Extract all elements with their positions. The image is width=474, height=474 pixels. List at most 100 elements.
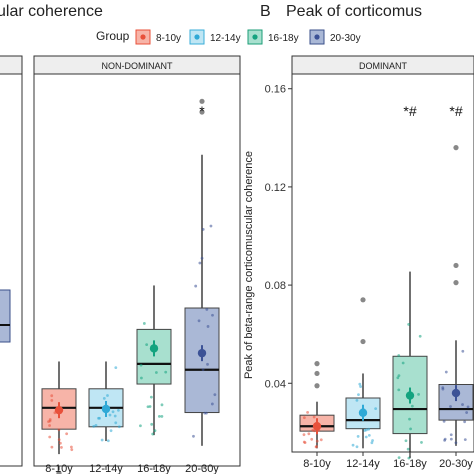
data-point-20-30y — [442, 419, 446, 423]
facet-label-non-dominant: NON-DOMINANT — [102, 61, 173, 71]
panel-b: Peak of beta-range corticomuscular coher… — [243, 55, 474, 470]
data-point-20-30y — [192, 434, 195, 438]
data-point-16-18y — [153, 429, 157, 433]
data-point-16-18y — [396, 376, 400, 380]
data-point-16-18y — [151, 432, 155, 436]
outlier-8-10y — [314, 361, 320, 367]
data-point-8-10y — [65, 432, 69, 436]
data-point-12-14y — [98, 416, 101, 420]
data-point-16-18y — [397, 388, 401, 392]
data-point-12-14y — [92, 425, 96, 428]
data-point-20-30y — [461, 403, 464, 406]
panel-a: NON-DOMINANT 8-10y 12-14y 16-18y 20-30y * — [0, 55, 241, 474]
data-point-20-30y — [209, 224, 213, 228]
mean-dot-16-18y — [405, 391, 415, 400]
data-point-12-14y — [106, 439, 110, 443]
data-point-12-14y — [114, 421, 118, 425]
data-point-16-18y — [157, 415, 161, 418]
legend-dot-20-30y — [314, 34, 320, 40]
data-point-16-18y — [397, 374, 401, 378]
outlier-20-30y — [453, 145, 459, 151]
data-point-16-18y — [417, 392, 420, 396]
x-tick-label-20-30y: 20-30y — [439, 458, 473, 470]
data-point-12-14y — [109, 429, 113, 433]
panel-b-letter: B — [260, 3, 271, 20]
data-point-16-18y — [397, 354, 401, 357]
data-point-16-18y — [401, 361, 405, 365]
legend: Group 8-10y 12-14y 16-18y 20-30y — [96, 29, 361, 45]
data-point-20-30y — [465, 411, 469, 414]
data-point-20-30y — [463, 438, 467, 442]
data-point-20-30y — [200, 256, 204, 260]
x-tick-label-8-10y: 8-10y — [45, 463, 73, 474]
data-point-16-18y — [408, 417, 411, 421]
data-point-16-18y — [145, 343, 149, 347]
data-point-12-14y — [355, 445, 359, 449]
data-point-8-10y — [312, 415, 316, 419]
data-point-8-10y — [57, 438, 61, 442]
data-point-8-10y — [60, 446, 63, 449]
data-point-8-10y — [48, 419, 52, 423]
x-tick-label-8-10y: 8-10y — [303, 458, 331, 470]
data-point-20-30y — [441, 386, 445, 390]
data-point-8-10y — [307, 432, 311, 436]
data-point-8-10y — [50, 398, 54, 402]
outlier-12-14y — [360, 297, 366, 303]
data-point-16-18y — [139, 424, 142, 428]
data-point-20-30y — [463, 420, 467, 424]
data-point-16-18y — [164, 370, 168, 374]
data-point-16-18y — [420, 441, 423, 444]
data-point-16-18y — [148, 405, 152, 408]
data-point-12-14y — [355, 398, 359, 402]
data-point-8-10y — [57, 428, 61, 432]
data-point-12-14y — [363, 429, 367, 432]
data-point-16-18y — [404, 439, 408, 443]
data-point-20-30y — [201, 227, 205, 231]
data-point-12-14y — [106, 394, 109, 397]
data-point-20-30y — [205, 411, 208, 415]
legend-label-12-14y: 12-14y — [210, 33, 241, 44]
data-point-16-18y — [410, 404, 414, 408]
data-point-12-14y — [108, 413, 112, 417]
data-point-16-18y — [142, 322, 146, 325]
panel-b-title: Peak of corticomus — [286, 3, 422, 20]
data-point-16-18y — [406, 447, 410, 451]
y-tick-label: 0.12 — [265, 182, 286, 194]
data-point-20-30y — [449, 437, 453, 441]
data-point-8-10y — [310, 437, 314, 441]
significance-20-30y: * — [199, 103, 205, 119]
data-point-20-30y — [194, 284, 198, 288]
data-point-8-10y — [48, 424, 51, 427]
outlier-8-10y — [314, 370, 320, 377]
data-point-20-30y — [198, 261, 202, 265]
data-point-12-14y — [111, 410, 115, 414]
y-tick-label: 0.16 — [265, 84, 286, 96]
outlier-20-30y — [199, 109, 205, 115]
data-point-12-14y — [94, 423, 98, 427]
data-point-12-14y — [114, 366, 118, 370]
data-point-16-18y — [149, 395, 153, 399]
mean-dot-12-14y — [101, 404, 111, 414]
data-point-16-18y — [407, 456, 411, 460]
legend-dot-12-14y — [194, 34, 200, 40]
panel-a-left-fragment — [0, 55, 23, 467]
data-point-8-10y — [50, 394, 54, 398]
data-point-16-18y — [160, 415, 164, 418]
outlier-8-10y — [314, 383, 320, 389]
data-point-20-30y — [449, 433, 453, 437]
legend-dot-8-10y — [140, 34, 146, 40]
data-point-8-10y — [302, 440, 306, 444]
outlier-20-30y — [453, 262, 459, 269]
mean-dot-20-30y — [197, 348, 207, 358]
data-point-12-14y — [359, 385, 363, 388]
box-16-18y — [136, 328, 172, 385]
data-point-20-30y — [206, 325, 210, 328]
x-tick-label-20-30y: 20-30y — [185, 463, 219, 474]
data-point-16-18y — [397, 456, 401, 460]
data-point-20-30y — [210, 402, 214, 406]
data-point-20-30y — [444, 370, 448, 374]
outlier-12-14y — [360, 338, 366, 345]
data-point-20-30y — [466, 405, 470, 409]
legend-label-20-30y: 20-30y — [330, 33, 361, 44]
